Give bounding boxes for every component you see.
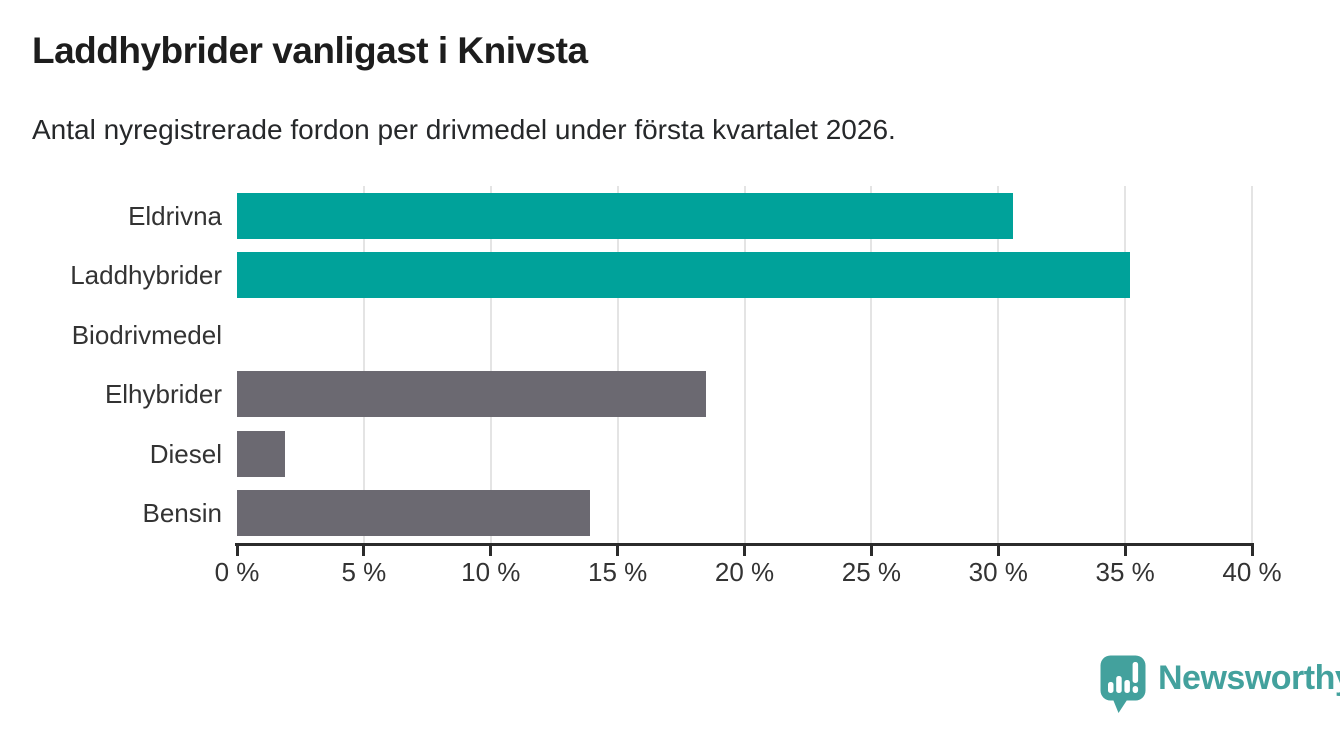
gridline-20-percent xyxy=(743,186,746,543)
x-tick-label-5: 5 % xyxy=(341,557,387,587)
x-tick-0 xyxy=(235,543,239,556)
x-tick-label-10: 10 % xyxy=(461,557,521,587)
x-tick-label-35: 35 % xyxy=(1095,557,1155,587)
x-tick-label-40: 40 % xyxy=(1222,557,1282,587)
bar-eldrivna xyxy=(237,192,1014,239)
bar-laddhybrider xyxy=(237,252,1131,299)
newsworthy-wordmark: Newsworthy xyxy=(1158,659,1340,697)
category-label-diesel: Diesel xyxy=(149,438,222,469)
chart-title: Laddhybrider vanligast i Knivsta xyxy=(32,30,588,71)
bar-diesel xyxy=(237,430,286,477)
x-tick-label-15: 15 % xyxy=(587,557,648,587)
gridline-25-percent xyxy=(870,186,873,543)
x-tick-15 xyxy=(616,543,620,556)
newsworthy-logo: Newsworthy xyxy=(1100,655,1340,714)
x-tick-label-30: 30 % xyxy=(968,557,1028,587)
gridline-30-percent xyxy=(997,186,1000,543)
bar-bensin xyxy=(237,490,590,537)
gridline-35-percent xyxy=(1124,186,1127,543)
category-label-elhybrider: Elhybrider xyxy=(104,379,222,410)
x-tick-25 xyxy=(869,543,873,556)
chart-subtitle: Antal nyregistrerade fordon per drivmede… xyxy=(32,114,896,145)
gridline-15-percent xyxy=(616,186,619,543)
x-tick-10 xyxy=(489,543,493,556)
gridline-40-percent xyxy=(1251,186,1253,543)
x-tick-label-20: 20 % xyxy=(714,557,775,587)
newsworthy-speech-bubble-chart-icon xyxy=(1100,655,1146,713)
x-tick-20 xyxy=(743,543,746,556)
gridline-10-percent xyxy=(489,186,492,543)
gridline-5-percent xyxy=(362,186,365,543)
x-tick-label-25: 25 % xyxy=(841,557,901,587)
category-label-eldrivna: Eldrivna xyxy=(128,200,222,231)
x-tick-5 xyxy=(362,543,366,556)
category-label-bensin: Bensin xyxy=(142,498,223,529)
plot-area xyxy=(237,186,1253,543)
x-tick-30 xyxy=(996,543,1000,556)
x-tick-label-0: 0 % xyxy=(214,557,260,587)
x-tick-40 xyxy=(1250,543,1254,556)
x-tick-35 xyxy=(1123,543,1127,556)
bar-elhybrider xyxy=(237,371,707,418)
category-label-laddhybrider: Laddhybrider xyxy=(70,260,222,291)
category-label-biodrivmedel: Biodrivmedel xyxy=(71,319,222,350)
